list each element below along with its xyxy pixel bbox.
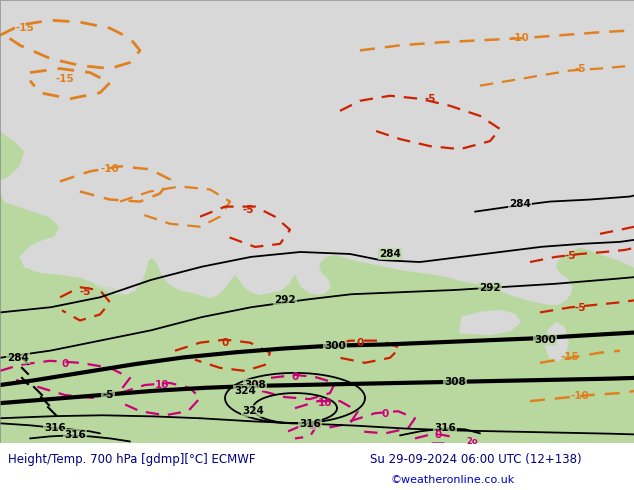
- Polygon shape: [228, 250, 270, 274]
- Polygon shape: [90, 264, 135, 294]
- Text: 284: 284: [7, 353, 29, 363]
- Text: 2o: 2o: [466, 437, 478, 446]
- Text: 0: 0: [434, 430, 442, 441]
- Text: 308: 308: [444, 377, 466, 387]
- Text: 0: 0: [61, 359, 68, 369]
- Text: -5: -5: [242, 205, 254, 215]
- Text: 10: 10: [155, 380, 169, 390]
- Text: 324: 324: [242, 406, 264, 416]
- Text: 316: 316: [299, 419, 321, 429]
- Text: Su 29-09-2024 06:00 UTC (12+138): Su 29-09-2024 06:00 UTC (12+138): [370, 453, 581, 466]
- Text: 284: 284: [379, 249, 401, 259]
- Text: 300: 300: [324, 341, 346, 351]
- Text: ©weatheronline.co.uk: ©weatheronline.co.uk: [390, 475, 514, 485]
- Text: -15: -15: [56, 74, 74, 84]
- Text: -5: -5: [102, 390, 113, 400]
- Text: 308: 308: [244, 380, 266, 390]
- Text: 300: 300: [534, 335, 556, 344]
- Text: -5: -5: [564, 251, 576, 261]
- Polygon shape: [155, 227, 180, 247]
- Text: 324: 324: [234, 386, 256, 396]
- Text: -10: -10: [571, 391, 590, 401]
- Text: 0: 0: [221, 338, 229, 348]
- Text: 292: 292: [274, 295, 296, 305]
- Text: -15: -15: [560, 352, 579, 362]
- Text: -10: -10: [510, 33, 529, 43]
- Polygon shape: [250, 222, 282, 250]
- Polygon shape: [0, 0, 634, 304]
- Text: -15: -15: [16, 23, 34, 33]
- Polygon shape: [460, 311, 520, 335]
- Polygon shape: [283, 194, 308, 214]
- Text: 292: 292: [479, 283, 501, 293]
- Polygon shape: [545, 322, 568, 361]
- Text: -10: -10: [101, 164, 119, 174]
- Text: -5: -5: [574, 303, 586, 314]
- Text: -5: -5: [424, 94, 436, 104]
- Text: 0: 0: [382, 409, 389, 419]
- Text: 284: 284: [509, 198, 531, 209]
- Text: 0: 0: [356, 338, 364, 348]
- Text: Height/Temp. 700 hPa [gdmp][°C] ECMWF: Height/Temp. 700 hPa [gdmp][°C] ECMWF: [8, 453, 256, 466]
- Text: 316: 316: [64, 430, 86, 441]
- Text: -5: -5: [574, 64, 586, 74]
- Text: 10: 10: [318, 398, 332, 408]
- Text: 0: 0: [292, 372, 299, 382]
- Text: 316: 316: [44, 423, 66, 433]
- Text: 316: 316: [434, 423, 456, 433]
- Text: -5: -5: [79, 287, 91, 297]
